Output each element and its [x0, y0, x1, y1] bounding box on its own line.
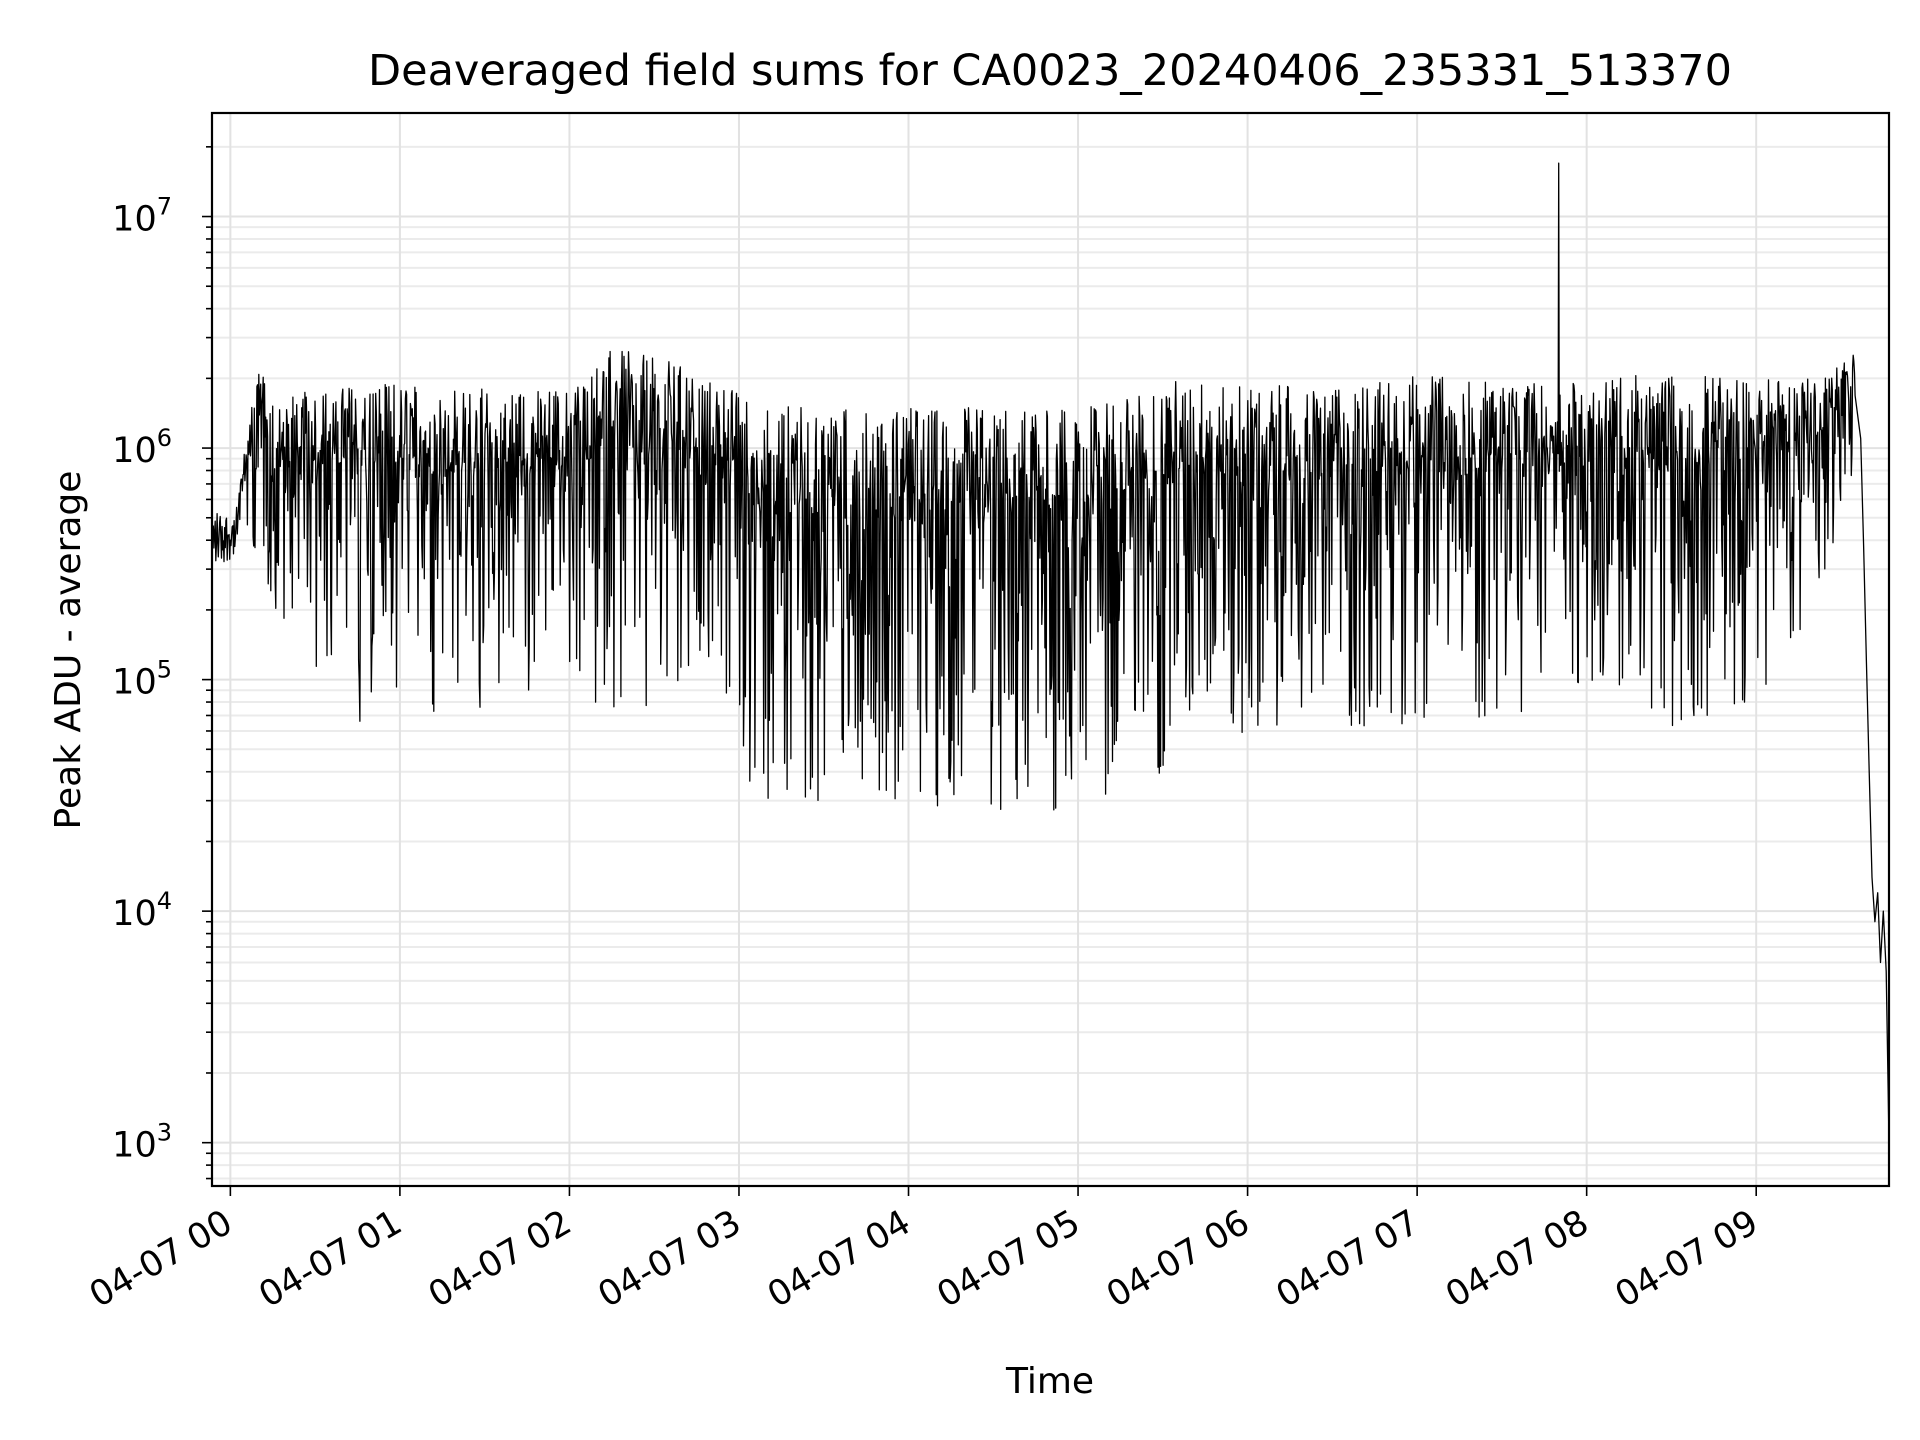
x-tick-label: 04-07 01: [253, 1203, 409, 1316]
x-tick-label: 04-07 08: [1439, 1203, 1595, 1316]
x-tick-label: 04-07 09: [1609, 1203, 1765, 1316]
x-tick-label: 04-07 02: [422, 1203, 578, 1316]
x-tick-label: 04-07 03: [592, 1203, 748, 1316]
y-tick-label: 103: [112, 1119, 172, 1166]
plot-frame: [210, 111, 1891, 1188]
chart-title: Deaveraged field sums for CA0023_2024040…: [368, 46, 1732, 96]
y-tick-label: 106: [112, 424, 172, 471]
x-tick-label: 04-07 04: [761, 1203, 917, 1316]
series-line: [211, 162, 1890, 1143]
x-tick-label: 04-07 06: [1100, 1203, 1256, 1316]
x-tick-label: 04-07 00: [83, 1203, 239, 1316]
x-axis-label: Time: [1005, 1361, 1094, 1402]
x-tick-label: 04-07 05: [931, 1203, 1087, 1316]
y-tick-label: 107: [112, 193, 172, 240]
y-tick-label: 105: [112, 656, 172, 703]
y-axis-label: Peak ADU - average: [48, 471, 89, 830]
x-tick-label: 04-07 07: [1270, 1203, 1426, 1316]
y-tick-label: 104: [112, 887, 172, 934]
